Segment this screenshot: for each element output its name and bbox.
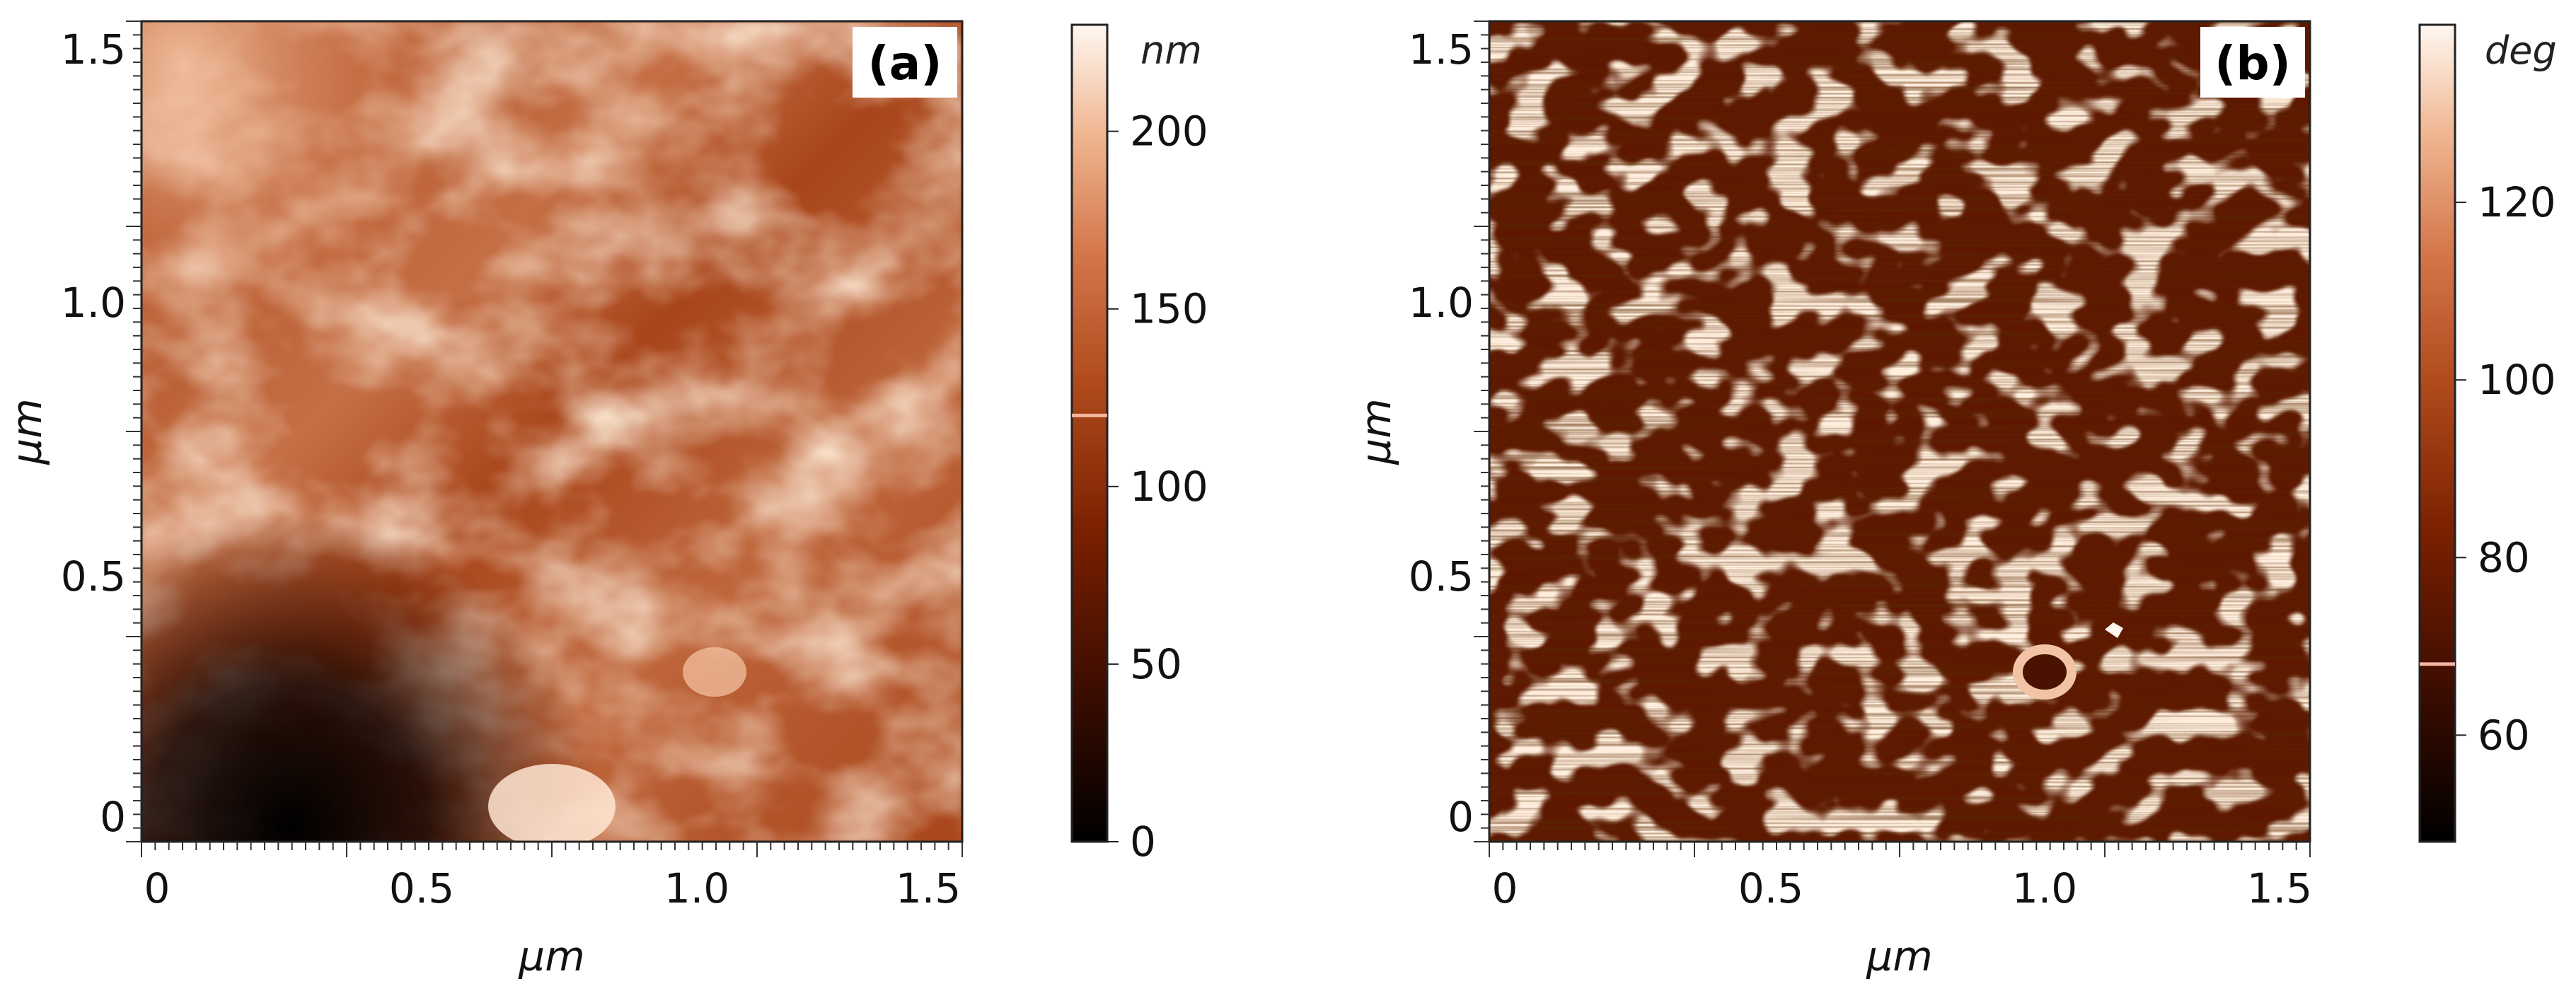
panel-a-tag-box: (a) xyxy=(853,27,957,98)
panel-b-x-axis-title: µm xyxy=(1866,932,1932,980)
y-tick-label: 1.5 xyxy=(1409,25,1474,74)
x-tick-label: 0.5 xyxy=(1738,864,1803,912)
y-tick-label: 1.5 xyxy=(61,25,126,74)
x-tick-label: 1.0 xyxy=(2012,864,2077,912)
colorbar-ticks xyxy=(1107,130,1119,842)
panel-a-y-tick-labels: 0 0.5 1.0 1.5 xyxy=(61,25,126,841)
panel-b-y-tick-labels: 0 0.5 1.0 1.5 xyxy=(1409,25,1474,841)
panel-a-tag: (a) xyxy=(868,36,942,91)
panel-b-axis-ticks xyxy=(1474,21,2311,857)
y-tick-label: 0.5 xyxy=(1409,552,1474,601)
x-tick-label: 1.5 xyxy=(896,864,961,912)
panel-a-y-axis-title: µm xyxy=(3,398,51,465)
panel-b-colorbar: deg 60 80 100 120 xyxy=(2418,23,2557,843)
y-tick-label: 0 xyxy=(100,793,126,841)
y-tick-label: 1.0 xyxy=(1409,279,1474,327)
panel-a: (a) 0 0.5 1.0 1.5 0 0.5 1.0 1.5 µm µm nm… xyxy=(3,20,1208,980)
colorbar-unit-label: deg xyxy=(2485,28,2557,73)
x-tick-label: 0.5 xyxy=(389,864,454,912)
x-tick-label: 1.0 xyxy=(664,864,729,912)
panel-b-x-tick-labels: 0 0.5 1.0 1.5 xyxy=(1492,864,2313,912)
colorbar-tick-labels: 60 80 100 120 xyxy=(2478,178,2556,759)
panel-a-colorbar: nm 0 50 100 150 200 xyxy=(1070,23,1208,866)
x-tick-label: 0 xyxy=(144,864,171,912)
colorbar-gradient xyxy=(2418,23,2456,843)
panel-b-tag-box: (b) xyxy=(2200,27,2305,98)
y-tick-label: 1.0 xyxy=(61,279,126,327)
colorbar-ticks xyxy=(2455,202,2466,736)
colorbar-tick-label: 0 xyxy=(1130,818,1156,866)
colorbar-tick-label: 120 xyxy=(2478,178,2556,226)
height-map-image xyxy=(141,21,962,842)
x-tick-label: 0 xyxy=(1492,864,1518,912)
panel-a-axis-ticks xyxy=(126,21,963,857)
colorbar-tick-labels: 0 50 100 150 200 xyxy=(1130,108,1208,866)
y-tick-label: 0.5 xyxy=(61,552,126,601)
colorbar-tick-label: 100 xyxy=(1130,463,1208,511)
panel-b: (b) 0 0.5 1.0 1.5 0 0.5 1.0 1.5 µm µm de… xyxy=(1352,20,2557,980)
colorbar-tick-label: 60 xyxy=(2478,711,2530,759)
y-tick-label: 0 xyxy=(1448,793,1474,841)
colorbar-tick-label: 80 xyxy=(2478,533,2530,581)
panel-b-y-axis-title: µm xyxy=(1352,398,1400,465)
panel-a-x-tick-labels: 0 0.5 1.0 1.5 xyxy=(144,864,961,912)
colorbar-tick-label: 150 xyxy=(1130,285,1208,333)
colorbar-gradient xyxy=(1070,23,1109,843)
colorbar-unit-label: nm xyxy=(1140,28,1202,73)
panel-a-x-axis-title: µm xyxy=(518,932,584,980)
panel-b-tag: (b) xyxy=(2214,36,2291,91)
colorbar-tick-label: 100 xyxy=(2478,356,2556,404)
x-tick-label: 1.5 xyxy=(2247,864,2312,912)
colorbar-tick-label: 50 xyxy=(1130,640,1182,688)
colorbar-tick-label: 200 xyxy=(1130,108,1208,156)
phase-map-image xyxy=(1489,21,2310,842)
